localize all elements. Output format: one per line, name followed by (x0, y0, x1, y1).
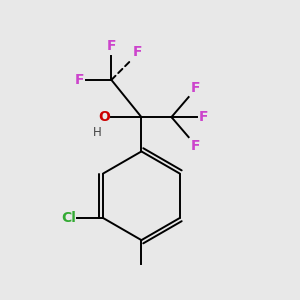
Text: F: F (74, 73, 84, 87)
Text: F: F (132, 45, 142, 59)
Text: F: F (190, 81, 200, 95)
Text: F: F (106, 39, 116, 53)
Text: F: F (190, 139, 200, 153)
Text: F: F (199, 110, 208, 124)
Text: H: H (93, 126, 102, 139)
Text: O: O (98, 110, 110, 124)
Text: Cl: Cl (61, 211, 76, 225)
